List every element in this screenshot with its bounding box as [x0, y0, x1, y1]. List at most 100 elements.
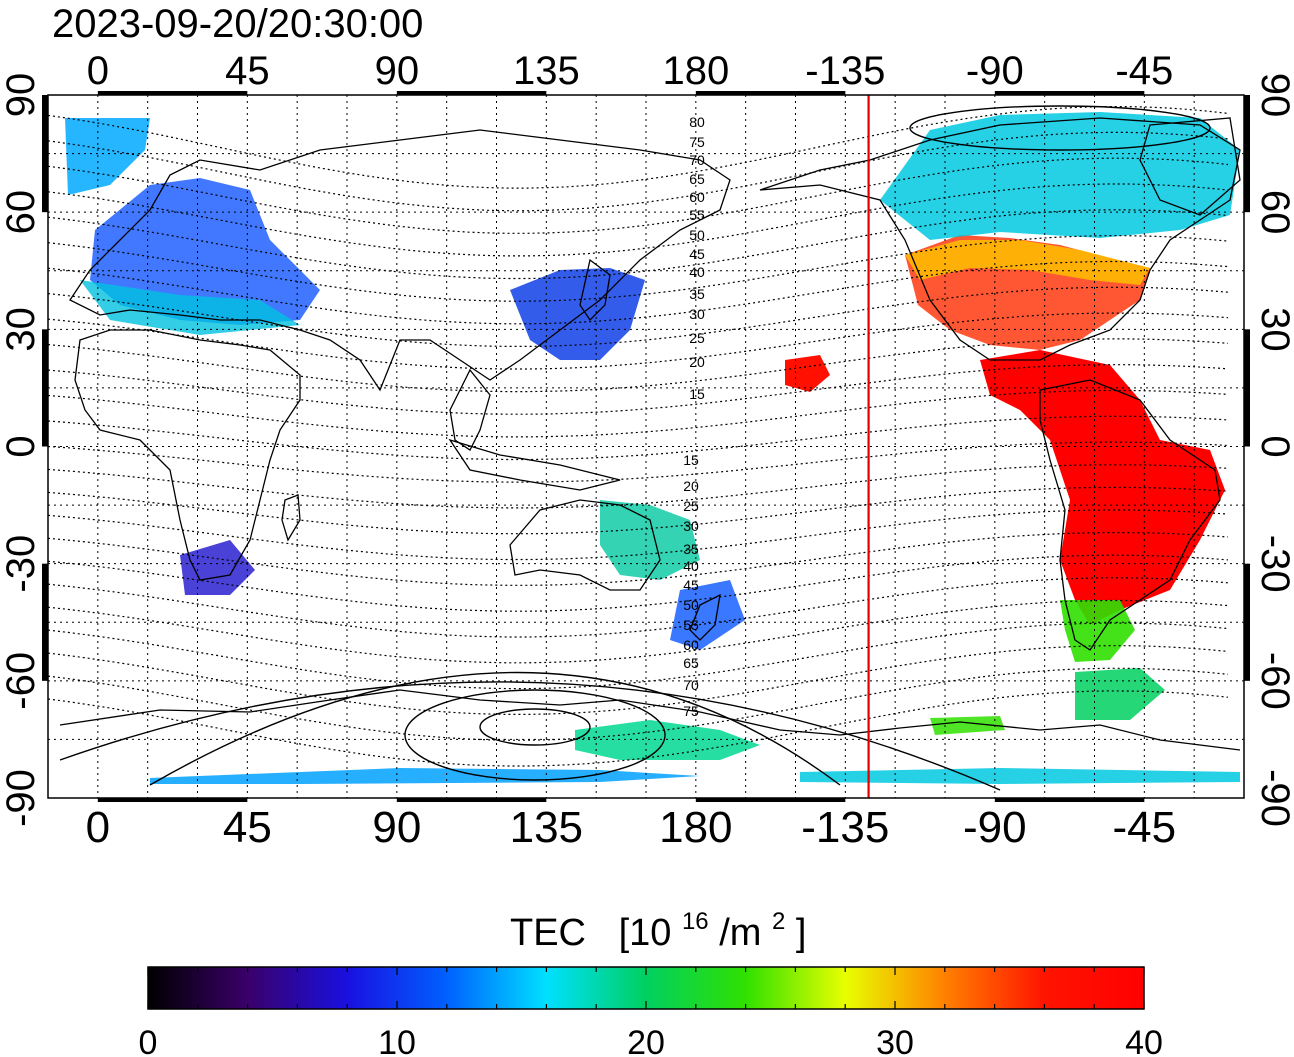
- colorbar-unit-exponent-2: 2: [772, 908, 785, 935]
- tec-antarctic-strip: [150, 768, 700, 784]
- lon-tick-label-bottom: 180: [659, 803, 732, 852]
- lat-tick-label-left: 60: [0, 190, 43, 235]
- contour-label-south: 45: [683, 577, 699, 593]
- contour-label-south: 65: [683, 655, 699, 671]
- lat-tick-label-left: -30: [0, 535, 43, 593]
- lon-tick-label-bottom: -90: [963, 803, 1027, 852]
- coast-south-america: [1039, 379, 1221, 651]
- colorbar-unit-tail: /m: [719, 912, 761, 954]
- frame-bar-right: [1244, 329, 1250, 447]
- colorbar-tick-label: 0: [139, 1024, 158, 1057]
- contour-label-north: 40: [689, 264, 705, 280]
- lat-tick-label-left: -60: [0, 652, 43, 710]
- lat-tick-label-left: 30: [0, 307, 43, 352]
- contour-label-north: 45: [689, 246, 705, 262]
- mag-contour-line: [48, 131, 1229, 212]
- colorbar-unit-close: ]: [796, 912, 807, 954]
- mag-contour-line: [48, 157, 1229, 234]
- mag-contour-line: [48, 106, 1229, 189]
- contour-label-south: 25: [683, 498, 699, 514]
- mag-contour-line: [48, 260, 1229, 325]
- lon-tick-label-top: 180: [662, 49, 729, 93]
- tec-antarctic-pacific: [575, 720, 760, 760]
- contour-label-north: 25: [689, 330, 705, 346]
- south-pole-contour-outer: [149, 671, 841, 786]
- map-frame-bars: [42, 91, 1250, 802]
- contour-label-south: 35: [683, 541, 699, 557]
- frame-bar-left: [42, 329, 48, 447]
- lat-tick-label-right: -60: [1253, 652, 1294, 710]
- lat-tick-label-left: -90: [0, 769, 43, 827]
- mag-contour-line: [48, 441, 1229, 483]
- tec-arctic-europe: [65, 118, 150, 195]
- lon-tick-label-top: -135: [805, 49, 885, 93]
- tec-africa-south: [180, 540, 255, 595]
- coast-indochina: [449, 368, 491, 451]
- tec-hawaii: [785, 355, 830, 392]
- lon-tick-label-bottom: 90: [372, 803, 421, 852]
- tec-australia: [600, 500, 700, 580]
- tec-data-layer: [65, 112, 1240, 784]
- map-area: 8075706560555045403530252015152025303540…: [48, 95, 1244, 798]
- lon-tick-label-top: 135: [513, 49, 580, 93]
- contour-label-north: 50: [689, 227, 705, 243]
- mag-contour-line: [48, 234, 1229, 302]
- contour-label-south: 70: [683, 677, 699, 693]
- lon-tick-label-bottom: 0: [86, 803, 110, 852]
- colorbar-ticks: 0 10 20 30 40: [139, 967, 1163, 1057]
- contour-label-south: 30: [683, 518, 699, 534]
- south-pole-contour-inner: [479, 708, 591, 746]
- colorbar-title-label: TEC: [510, 912, 586, 954]
- contour-label-south: 40: [683, 558, 699, 574]
- lon-tick-label-top: -45: [1115, 49, 1173, 93]
- frame-bar-bottom: [994, 798, 1145, 802]
- frame-bar-bottom: [396, 798, 547, 802]
- mag-contour-line: [48, 464, 1229, 509]
- frame-bar-top: [396, 91, 547, 95]
- frame-bar-left: [42, 95, 48, 213]
- coast-north-america: [759, 117, 1241, 361]
- contour-label-south: 50: [683, 597, 699, 613]
- contour-label-north: 75: [689, 134, 705, 150]
- colorbar-title: TEC [10 16 /m 2 ]: [510, 896, 806, 954]
- mag-contour-line: [48, 183, 1229, 257]
- mag-contour-line: [48, 286, 1229, 347]
- coast-antarctica: [59, 689, 1241, 751]
- colorbar-tick-label: 40: [1125, 1024, 1163, 1057]
- lat-tick-label-right: -30: [1253, 535, 1294, 593]
- mag-contour-line: [48, 622, 1229, 690]
- south-pole-contour-outer2: [59, 681, 1001, 791]
- lon-tick-label-top: -90: [966, 49, 1024, 93]
- contour-label-north: 15: [689, 386, 705, 402]
- coast-eurasia: [69, 129, 731, 392]
- lat-tick-label-right: 0: [1253, 435, 1294, 457]
- lat-tick-label-right: -90: [1253, 769, 1294, 827]
- lat-tick-label-right: 30: [1253, 307, 1294, 352]
- frame-bar-top: [97, 91, 248, 95]
- tec-europe-south: [80, 280, 300, 335]
- lon-tick-label-bottom: -45: [1113, 803, 1177, 852]
- mag-contour-line: [48, 667, 1229, 741]
- timestamp-title: 2023-09-20/20:30:00: [52, 2, 423, 46]
- contour-label-south: 55: [683, 617, 699, 633]
- coast-new-zealand: [689, 593, 721, 641]
- lat-tick-label-left: 0: [0, 435, 43, 457]
- coast-greenland: [1139, 117, 1241, 216]
- tec-south-atlantic-patch: [1075, 668, 1165, 720]
- tec-east-asia: [510, 268, 645, 360]
- contour-labels: 8075706560555045403530252015152025303540…: [683, 114, 705, 719]
- tec-antarctic-peninsula: [930, 716, 1005, 735]
- south-pole-contour-mid: [404, 689, 666, 781]
- colorbar-tick-label: 20: [627, 1024, 665, 1057]
- tec-new-zealand: [670, 580, 745, 650]
- coast-japan: [579, 258, 611, 322]
- mag-contour-line: [48, 645, 1229, 715]
- lon-tick-label-bottom: 45: [223, 803, 272, 852]
- contour-label-south: 75: [683, 703, 699, 719]
- frame-bar-top: [994, 91, 1145, 95]
- axis-labels: 0 0 45 45 90 90 135 135 180 180 -135 -135 -90 -90 -45 -…: [0, 49, 1294, 852]
- tec-antarctic-strip-east: [800, 768, 1240, 784]
- mag-contour-line: [48, 577, 1229, 638]
- lon-tick-label-top: 45: [225, 49, 270, 93]
